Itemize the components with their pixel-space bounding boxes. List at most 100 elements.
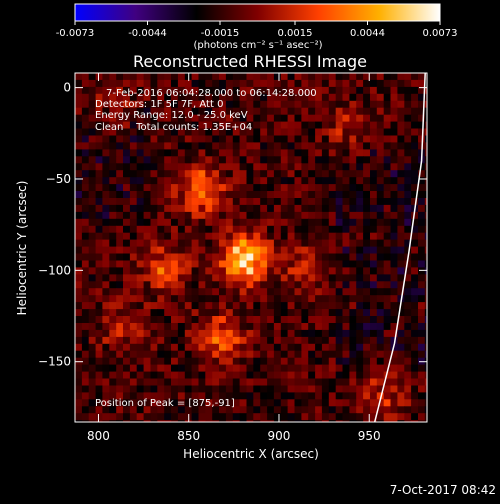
heatmap-cell bbox=[246, 218, 254, 227]
heatmap-cell bbox=[116, 100, 124, 109]
heatmap-cell bbox=[356, 93, 364, 102]
heatmap-cell bbox=[370, 302, 378, 310]
heatmap-cell bbox=[267, 350, 275, 359]
heatmap-cell bbox=[335, 225, 344, 234]
heatmap-cell bbox=[321, 142, 330, 150]
heatmap-cell bbox=[102, 170, 110, 178]
heatmap-cell bbox=[342, 218, 350, 227]
heatmap-cell bbox=[335, 413, 344, 421]
heatmap-cell bbox=[102, 107, 110, 116]
heatmap-cell bbox=[225, 420, 234, 422]
heatmap-cell bbox=[164, 288, 172, 296]
heatmap-cell bbox=[376, 316, 385, 324]
heatmap-cell bbox=[164, 218, 172, 227]
heatmap-cell bbox=[102, 302, 110, 310]
heatmap-cell bbox=[81, 420, 90, 422]
heatmap-cell bbox=[177, 93, 186, 102]
heatmap-cell bbox=[171, 198, 179, 206]
heatmap-cell bbox=[205, 288, 213, 296]
heatmap-cell bbox=[328, 350, 337, 359]
heatmap-cell bbox=[123, 399, 131, 407]
heatmap-cell bbox=[246, 204, 254, 213]
heatmap-cell bbox=[294, 142, 302, 150]
heatmap-cell bbox=[184, 302, 193, 310]
heatmap-cell bbox=[116, 357, 124, 366]
heatmap-cell bbox=[123, 274, 131, 282]
heatmap-cell bbox=[280, 211, 289, 220]
heatmap-cell bbox=[294, 260, 302, 269]
heatmap-cell bbox=[383, 295, 392, 303]
heatmap-cell bbox=[81, 329, 90, 338]
heatmap-cell bbox=[287, 420, 296, 422]
heatmap-cell bbox=[177, 336, 186, 345]
heatmap-cell bbox=[390, 107, 398, 116]
plot-title: Reconstructed RHESSI Image bbox=[133, 52, 367, 71]
heatmap-cell bbox=[273, 357, 282, 366]
heatmap-cell bbox=[287, 246, 296, 255]
heatmap-cell bbox=[308, 350, 316, 359]
heatmap-cell bbox=[246, 73, 254, 81]
heatmap-cell bbox=[315, 288, 323, 296]
heatmap-cell bbox=[198, 149, 206, 157]
heatmap-cell bbox=[383, 170, 392, 178]
heatmap-cell bbox=[225, 392, 234, 400]
heatmap-cell bbox=[315, 191, 323, 199]
heatmap-cell bbox=[356, 142, 364, 150]
heatmap-cell bbox=[225, 267, 234, 275]
heatmap-cell bbox=[136, 329, 145, 338]
heatmap-cell bbox=[109, 239, 117, 248]
heatmap-cell bbox=[342, 281, 350, 289]
heatmap-cell bbox=[335, 107, 344, 116]
heatmap-cell bbox=[432, 205, 439, 213]
heatmap-cell bbox=[418, 100, 426, 109]
heatmap-cell bbox=[81, 246, 90, 255]
heatmap-cell bbox=[315, 114, 323, 123]
heatmap-cell bbox=[116, 281, 124, 289]
heatmap-cell bbox=[424, 329, 427, 338]
heatmap-cell bbox=[116, 246, 124, 255]
heatmap-cell bbox=[390, 343, 398, 352]
heatmap-cell bbox=[225, 114, 234, 123]
colorbar-tick-label: 0.0044 bbox=[350, 28, 385, 39]
heatmap-cell bbox=[239, 274, 248, 282]
heatmap-cell bbox=[432, 295, 439, 303]
heatmap-cell bbox=[294, 406, 302, 414]
heatmap-cell bbox=[349, 274, 357, 282]
heatmap-cell bbox=[102, 267, 110, 275]
heatmap-cell bbox=[411, 336, 419, 345]
heatmap-cell bbox=[150, 336, 158, 345]
heatmap-cell bbox=[370, 343, 378, 352]
heatmap-cell bbox=[81, 281, 90, 289]
heatmap-cell bbox=[342, 79, 350, 88]
heatmap-cell bbox=[376, 323, 385, 331]
heatmap-cell bbox=[363, 378, 371, 387]
heatmap-cell bbox=[411, 281, 419, 289]
heatmap-cell bbox=[390, 288, 398, 296]
heatmap-cell bbox=[321, 135, 330, 144]
heatmap-cell bbox=[205, 86, 213, 95]
heatmap-cell bbox=[424, 163, 427, 171]
heatmap-cell bbox=[81, 295, 90, 303]
heatmap-cell bbox=[356, 135, 364, 144]
heatmap-cell bbox=[246, 246, 254, 255]
heatmap-cell bbox=[397, 323, 405, 331]
heatmap-cell bbox=[191, 73, 200, 81]
heatmap-cell bbox=[267, 142, 275, 150]
heatmap-cell bbox=[356, 385, 364, 394]
heatmap-cell bbox=[397, 121, 405, 130]
heatmap-cell bbox=[308, 107, 316, 116]
heatmap-cell bbox=[129, 163, 138, 171]
heatmap-cell bbox=[157, 371, 165, 380]
heatmap-cell bbox=[95, 135, 104, 144]
heatmap-cell bbox=[191, 378, 200, 387]
heatmap-cell bbox=[136, 323, 145, 331]
heatmap-cell bbox=[123, 246, 131, 255]
heatmap-cell bbox=[177, 163, 186, 171]
heatmap-cell bbox=[267, 364, 275, 373]
heatmap-cell bbox=[411, 107, 419, 116]
heatmap-cell bbox=[315, 93, 323, 102]
heatmap-cell bbox=[349, 246, 357, 255]
heatmap-cell bbox=[88, 191, 97, 199]
heatmap-cell bbox=[88, 295, 97, 303]
heatmap-cell bbox=[411, 364, 419, 373]
